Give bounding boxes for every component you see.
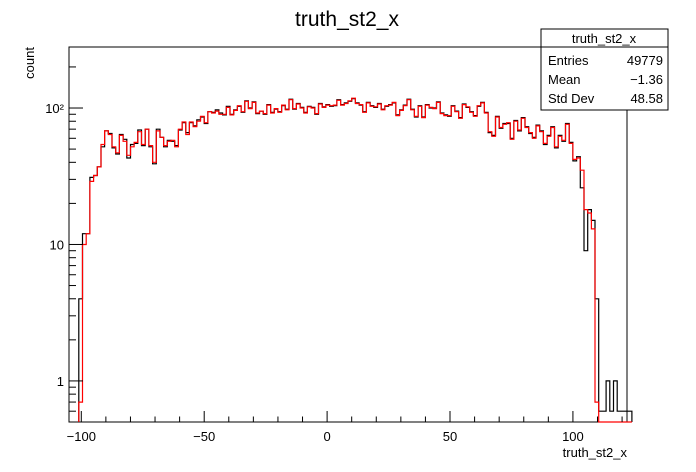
stats-box-title: truth_st2_x bbox=[572, 31, 637, 46]
x-tick-label: 50 bbox=[443, 429, 457, 444]
x-tick-label: −50 bbox=[193, 429, 215, 444]
x-axis-label: truth_st2_x bbox=[563, 445, 628, 460]
histogram-series-2 bbox=[78, 97, 632, 423]
stats-stddev-value: 48.58 bbox=[630, 91, 663, 106]
y-axis-label: count bbox=[22, 47, 37, 79]
histogram-series-layer bbox=[78, 97, 633, 423]
stats-box: truth_st2_x Entries 49779 Mean −1.36 Std… bbox=[540, 28, 669, 111]
y-tick-label: 1 bbox=[57, 374, 64, 389]
plot-frame bbox=[68, 46, 628, 423]
x-tick-label: −100 bbox=[67, 429, 96, 444]
stats-mean-label: Mean bbox=[548, 72, 581, 87]
stats-entries-label: Entries bbox=[548, 53, 589, 68]
y-tick-label: 10 bbox=[50, 237, 64, 252]
chart-title: truth_st2_x bbox=[295, 8, 399, 31]
stats-box-frame bbox=[540, 28, 669, 111]
x-tick-label: 100 bbox=[562, 429, 584, 444]
x-tick-label: 0 bbox=[323, 429, 330, 444]
stats-stddev-label: Std Dev bbox=[548, 91, 595, 106]
stats-mean-value: −1.36 bbox=[630, 72, 663, 87]
axes: −100 −50 0 50 100 1 10 10² bbox=[45, 66, 623, 444]
stats-entries-value: 49779 bbox=[627, 53, 663, 68]
y-tick-label: 10² bbox=[45, 101, 64, 116]
